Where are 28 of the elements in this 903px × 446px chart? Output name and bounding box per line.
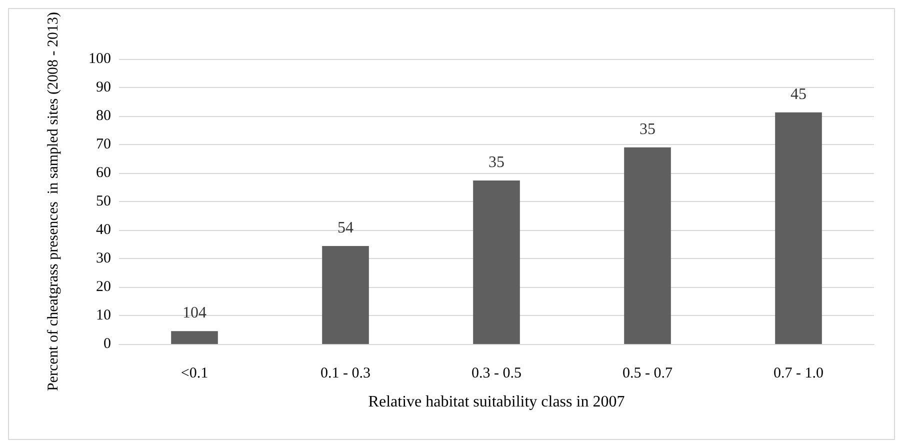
x-tick-label: 0.7 - 1.0	[774, 366, 824, 382]
y-tick-label: 20	[96, 279, 111, 296]
y-tick-label: 40	[96, 222, 111, 238]
y-axis-title: Percent of cheatgrass presences in sampled sites (2008 - 2013)	[46, 12, 62, 392]
bar	[624, 147, 671, 344]
x-axis-title: Relative habitat suitability class in 2007	[368, 394, 625, 410]
bar	[775, 112, 822, 344]
annotation: 35	[640, 120, 656, 138]
bar	[171, 331, 218, 344]
y-tick-label: 100	[88, 51, 111, 68]
y-tick-label: 50	[96, 194, 111, 210]
annotation: 45	[790, 86, 806, 103]
y-tick-label: 60	[96, 165, 111, 182]
y-tick-label: 0	[104, 336, 111, 352]
x-tick-label: 0.1 - 0.3	[320, 366, 370, 382]
x-tick-label: 0.5 - 0.7	[622, 366, 673, 382]
bar	[322, 246, 369, 344]
annotation: 54	[338, 219, 354, 236]
y-tick-label: 90	[96, 80, 111, 96]
y-tick-label: 80	[96, 108, 111, 124]
y-tick-label: 70	[96, 136, 111, 153]
bar	[473, 180, 520, 344]
y-tick-label: 10	[96, 308, 111, 324]
annotation: 35	[488, 154, 504, 171]
x-tick-label: <0.1	[180, 366, 208, 382]
x-tick-label: 0.3 - 0.5	[472, 366, 522, 382]
y-tick-label: 30	[96, 250, 111, 267]
annotation: 104	[182, 304, 206, 322]
